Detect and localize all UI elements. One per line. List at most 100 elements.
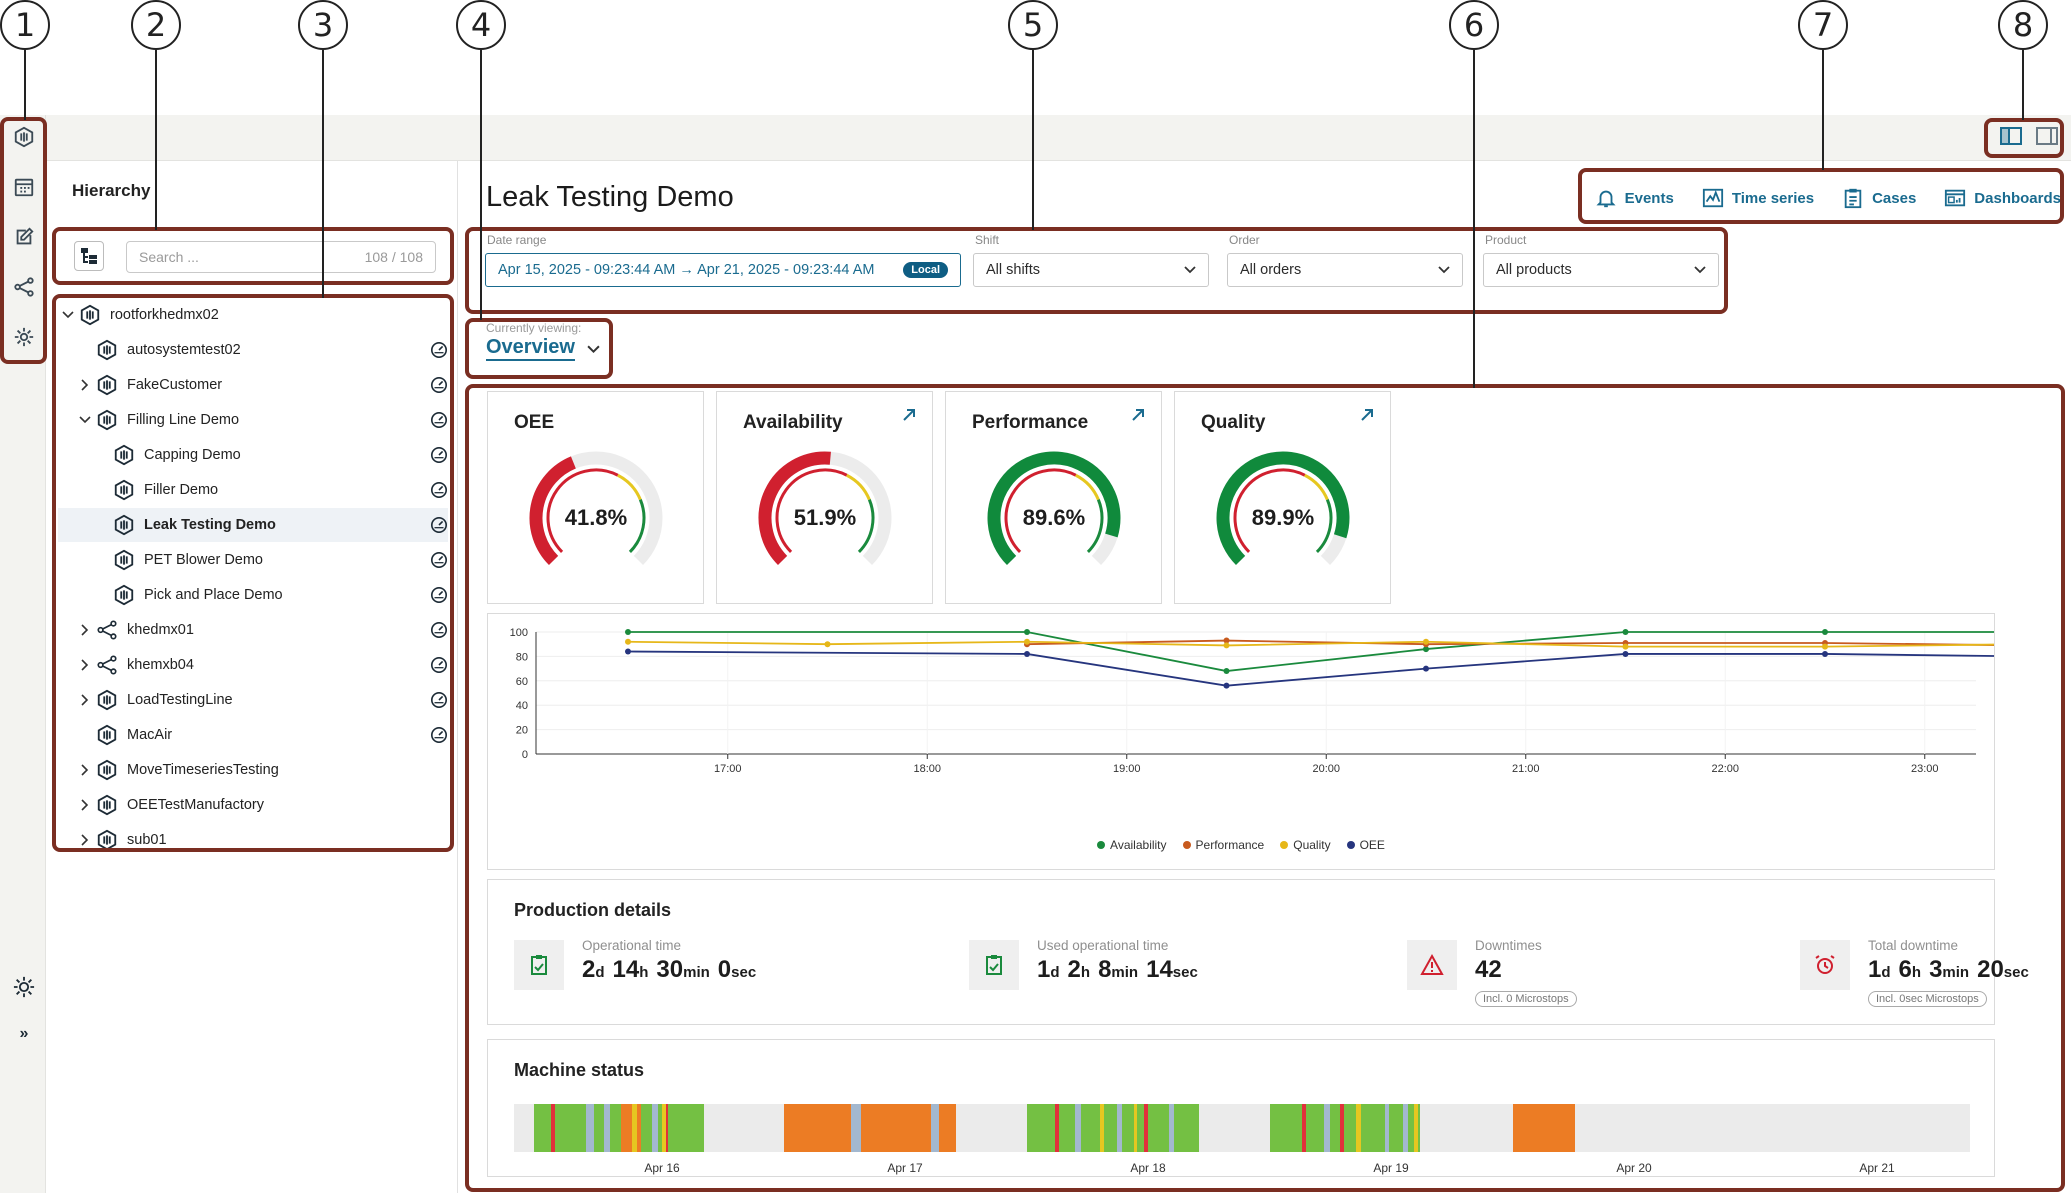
metric-number: 3 bbox=[1929, 956, 1943, 983]
tree-item[interactable]: MacAir bbox=[58, 718, 448, 752]
legend-item[interactable]: Performance bbox=[1182, 838, 1264, 852]
chevron-down-icon[interactable] bbox=[61, 308, 75, 322]
legend-item[interactable]: Quality bbox=[1280, 838, 1331, 852]
status-segment-idle bbox=[604, 1104, 610, 1152]
tree-item[interactable]: rootforkhedmx02 bbox=[58, 298, 448, 332]
time-series-label: Time series bbox=[1731, 189, 1815, 207]
tree-item[interactable]: PET Blower Demo bbox=[58, 543, 448, 577]
expand-rail-icon[interactable]: » bbox=[19, 1025, 29, 1042]
y-tick-label: 0 bbox=[522, 749, 528, 761]
tree-item-label: MoveTimeseriesTesting bbox=[127, 762, 279, 778]
chevron-right-icon[interactable] bbox=[78, 378, 92, 392]
open-details-icon[interactable] bbox=[1131, 406, 1145, 427]
events-link[interactable]: Events bbox=[1595, 187, 1674, 209]
time-series-link[interactable]: Time series bbox=[1702, 187, 1814, 209]
dashboard-gauge-icon[interactable] bbox=[430, 341, 448, 359]
page-title: Leak Testing Demo bbox=[486, 181, 734, 213]
data-point bbox=[1822, 650, 1828, 657]
dashboard-gauge-icon[interactable] bbox=[430, 551, 448, 569]
kpi-card[interactable]: Availability 51.9% bbox=[716, 391, 933, 604]
legend-item[interactable]: Availability bbox=[1097, 838, 1167, 852]
metric-number: 14 bbox=[1146, 956, 1173, 983]
tree-item[interactable]: sub01 bbox=[58, 823, 448, 857]
data-point bbox=[1223, 642, 1230, 649]
asset-icon bbox=[113, 514, 135, 536]
dashboard-gauge-icon[interactable] bbox=[430, 411, 448, 429]
data-point bbox=[1223, 682, 1230, 689]
tree-item[interactable]: FakeCustomer bbox=[58, 368, 448, 402]
tree-item[interactable]: OEETestManufactory bbox=[58, 788, 448, 822]
chevron-right-icon[interactable] bbox=[78, 658, 92, 672]
oee-trend-chart: 0 20 40 60 80 100 17:00 18:00 19:00 20:00 21:00 22:… bbox=[510, 627, 1994, 775]
asset-hierarchy-icon[interactable] bbox=[12, 125, 36, 149]
tree-item[interactable]: MoveTimeseriesTesting bbox=[58, 753, 448, 787]
tree-item[interactable]: Leak Testing Demo bbox=[58, 508, 448, 542]
kpi-card[interactable]: Quality 89.9% bbox=[1174, 391, 1391, 604]
asset-icon bbox=[96, 794, 118, 816]
gauge-threshold-yellow bbox=[1304, 473, 1329, 501]
tree-item[interactable]: LoadTestingLine bbox=[58, 683, 448, 717]
theme-toggle-icon[interactable] bbox=[12, 975, 36, 999]
dashboard-gauge-icon[interactable] bbox=[430, 656, 448, 674]
order-select[interactable]: All orders bbox=[1227, 253, 1463, 287]
share-icon[interactable] bbox=[12, 275, 36, 299]
calendar-icon[interactable] bbox=[12, 175, 36, 199]
timeline-date-label: Apr 18 bbox=[1130, 1161, 1166, 1175]
kpi-card[interactable]: OEE 41.8% bbox=[487, 391, 704, 604]
tree-item[interactable]: khedmx01 bbox=[58, 613, 448, 647]
dashboard-gauge-icon[interactable] bbox=[430, 446, 448, 464]
dashboard-gauge-icon[interactable] bbox=[430, 376, 448, 394]
chevron-right-icon[interactable] bbox=[78, 833, 92, 847]
tree-item[interactable]: Filling Line Demo bbox=[58, 403, 448, 437]
date-range-picker[interactable]: Apr 15, 2025 - 09:23:44 AM → Apr 21, 202… bbox=[485, 253, 961, 287]
open-details-icon[interactable] bbox=[1360, 406, 1374, 427]
tree-item[interactable]: Filler Demo bbox=[58, 473, 448, 507]
chevron-right-icon[interactable] bbox=[78, 623, 92, 637]
tree-item[interactable]: Pick and Place Demo bbox=[58, 578, 448, 612]
kpi-card[interactable]: Performance 89.6% bbox=[945, 391, 1162, 604]
dashboard-gauge-icon[interactable] bbox=[430, 516, 448, 534]
asset-icon bbox=[96, 374, 118, 396]
shift-select[interactable]: All shifts bbox=[973, 253, 1209, 287]
cases-link[interactable]: Cases bbox=[1842, 187, 1916, 209]
chevron-right-icon[interactable] bbox=[78, 693, 92, 707]
share-icon bbox=[96, 654, 118, 676]
callout-7: 7 bbox=[1798, 0, 1848, 50]
chevron-right-icon[interactable] bbox=[78, 763, 92, 777]
layout-right-panel-icon[interactable] bbox=[2036, 127, 2058, 145]
data-point bbox=[1223, 637, 1230, 644]
tree-item[interactable]: Capping Demo bbox=[58, 438, 448, 472]
status-segment-idle bbox=[1117, 1104, 1122, 1152]
dashboard-gauge-icon[interactable] bbox=[430, 691, 448, 709]
kpi-value: 89.6% bbox=[1022, 505, 1086, 530]
sidebar-title: Hierarchy bbox=[72, 181, 151, 200]
edit-icon[interactable] bbox=[12, 225, 36, 249]
clipboard-icon bbox=[1844, 188, 1862, 209]
chevron-right-icon[interactable] bbox=[78, 798, 92, 812]
dashboard-gauge-icon[interactable] bbox=[430, 586, 448, 604]
kpi-value: 89.9% bbox=[1251, 505, 1315, 530]
layout-left-panel-icon[interactable] bbox=[2000, 127, 2022, 145]
tree-item[interactable]: khemxb04 bbox=[58, 648, 448, 682]
tree-view-button[interactable] bbox=[74, 241, 104, 271]
tree-item[interactable]: autosystemtest02 bbox=[58, 333, 448, 367]
clipboard-check-icon bbox=[969, 940, 1019, 990]
tree-item-label: autosystemtest02 bbox=[127, 342, 241, 358]
machine-status-title: Machine status bbox=[514, 1060, 645, 1080]
top-bar bbox=[46, 115, 2071, 161]
dashboard-gauge-icon[interactable] bbox=[430, 726, 448, 744]
view-selector[interactable]: Currently viewing: Overview bbox=[486, 321, 600, 361]
metric-number: 20 bbox=[1977, 956, 2004, 983]
order-label: Order bbox=[1229, 233, 1260, 247]
product-select[interactable]: All products bbox=[1483, 253, 1719, 287]
search-input[interactable]: Search ... 108 / 108 bbox=[126, 241, 436, 273]
chevron-down-icon[interactable] bbox=[78, 413, 92, 427]
status-segment-idle bbox=[1075, 1104, 1081, 1152]
dashboard-gauge-icon[interactable] bbox=[430, 621, 448, 639]
legend-item[interactable]: OEE bbox=[1346, 838, 1385, 852]
dashboard-gauge-icon[interactable] bbox=[430, 481, 448, 499]
dashboards-link[interactable]: Dashboards bbox=[1944, 187, 2061, 209]
legend-dot bbox=[1346, 841, 1355, 849]
open-details-icon[interactable] bbox=[902, 406, 916, 427]
settings-icon[interactable] bbox=[12, 325, 36, 349]
